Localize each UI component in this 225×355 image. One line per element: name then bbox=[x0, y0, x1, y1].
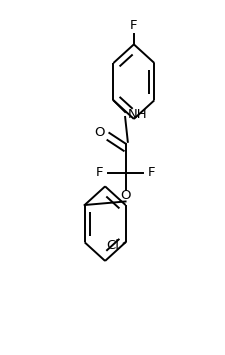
Text: F: F bbox=[130, 19, 138, 32]
Text: O: O bbox=[94, 126, 105, 140]
Text: O: O bbox=[120, 189, 131, 202]
Text: NH: NH bbox=[128, 108, 147, 121]
Text: F: F bbox=[96, 166, 104, 179]
Text: Cl: Cl bbox=[106, 239, 119, 252]
Text: F: F bbox=[147, 166, 155, 179]
